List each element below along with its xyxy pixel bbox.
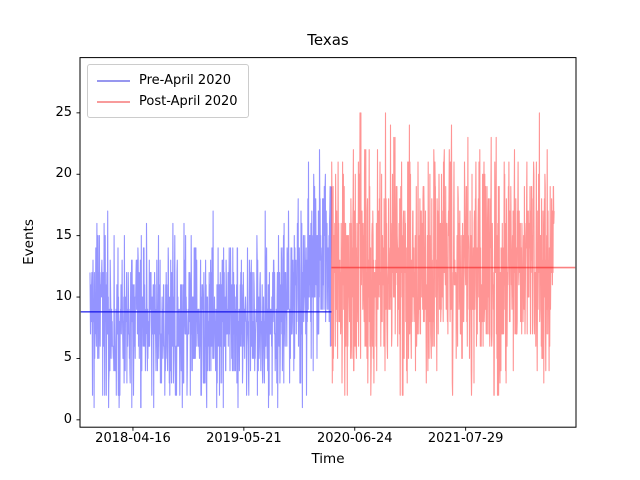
legend-line-sample-red (97, 100, 130, 103)
y-axis-label: Events (21, 219, 37, 265)
legend-label-post: Post-April 2020 (139, 94, 238, 109)
x-tick-label: 2021-07-29 (427, 431, 504, 446)
y-tick-label: 0 (63, 411, 72, 427)
legend-entry-post: Post-April 2020 (97, 91, 238, 112)
y-tick-label: 10 (55, 289, 72, 305)
y-tick-label: 25 (55, 104, 72, 120)
axes-frame (79, 57, 577, 428)
y-tick-label: 20 (55, 166, 72, 182)
x-tick-label: 2019-05-21 (206, 431, 282, 446)
y-tick-label: 15 (55, 227, 72, 243)
y-tick-label: 5 (63, 350, 72, 366)
legend-line-sample-blue (97, 79, 130, 82)
series-line-post-april (330, 112, 555, 396)
legend-label-pre: Pre-April 2020 (139, 73, 232, 88)
x-tick-label: 2020-06-24 (316, 431, 393, 446)
chart-title: Texas (307, 31, 349, 49)
series-line-pre-april (89, 149, 332, 409)
legend: Pre-April 2020 Post-April 2020 (87, 64, 249, 118)
legend-entry-pre: Pre-April 2020 (97, 70, 238, 91)
x-axis-label: Time (311, 451, 345, 467)
x-tick-label: 2018-04-16 (95, 431, 171, 446)
